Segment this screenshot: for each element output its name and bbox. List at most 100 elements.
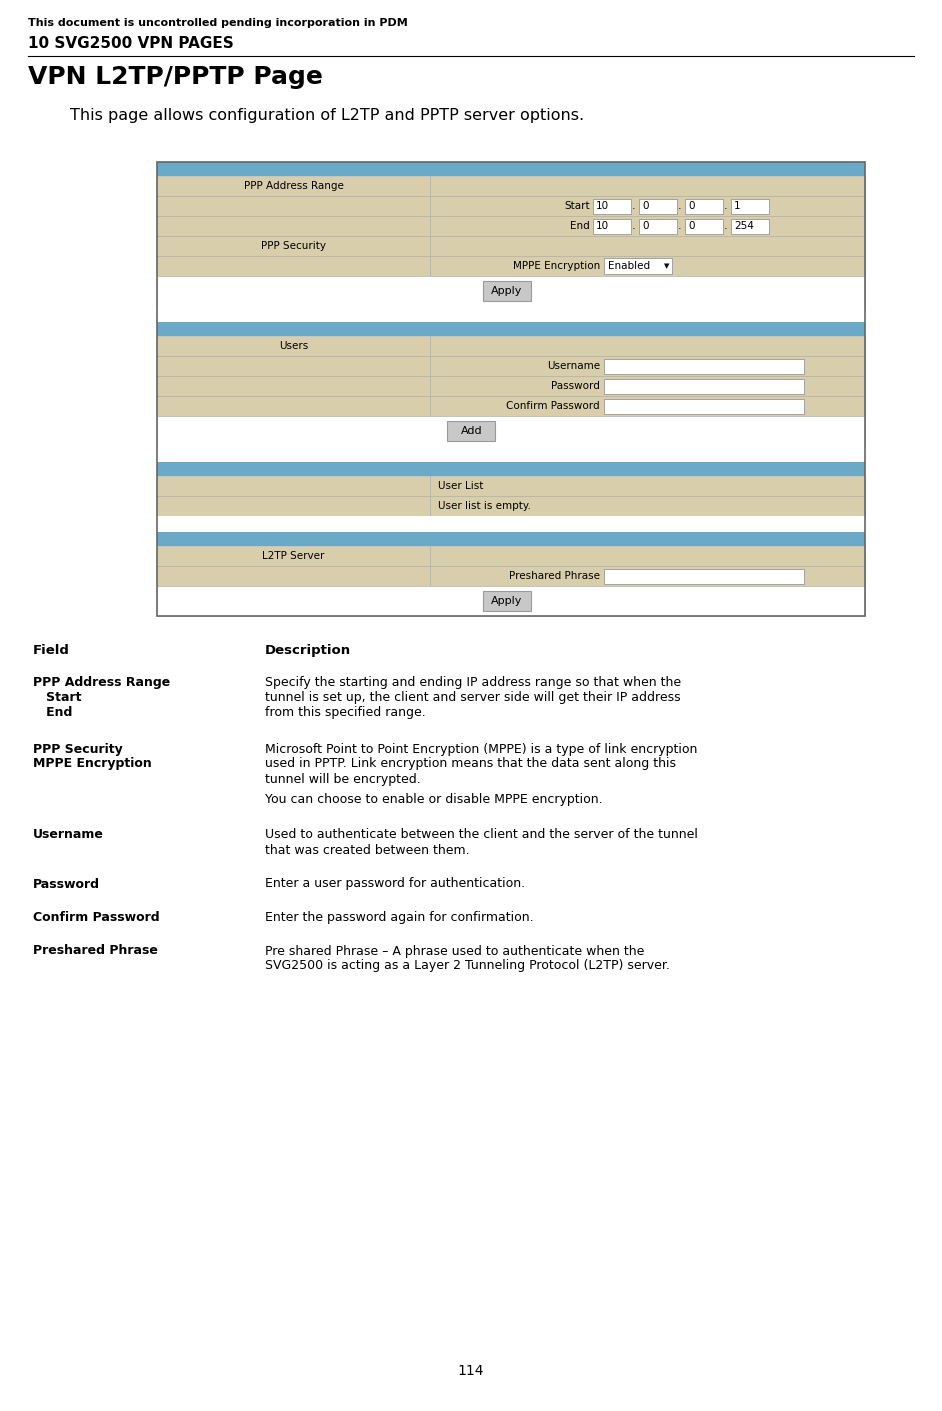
Text: 10 SVG2500 VPN PAGES: 10 SVG2500 VPN PAGES xyxy=(28,37,234,51)
Bar xyxy=(593,219,631,233)
Bar xyxy=(157,162,865,617)
Bar xyxy=(482,591,530,611)
Bar xyxy=(430,236,865,255)
Text: .: . xyxy=(678,222,682,231)
Bar xyxy=(157,322,865,336)
Text: .: . xyxy=(724,222,727,231)
Text: Confirm Password: Confirm Password xyxy=(507,401,600,411)
Bar xyxy=(430,375,865,396)
Text: Preshared Phrase: Preshared Phrase xyxy=(509,571,600,581)
Bar xyxy=(685,199,723,213)
Bar xyxy=(157,336,430,356)
Text: This page allows configuration of L2TP and PPTP server options.: This page allows configuration of L2TP a… xyxy=(70,109,584,123)
Bar xyxy=(157,416,865,446)
Text: Enabled: Enabled xyxy=(608,261,650,271)
Bar xyxy=(157,277,865,306)
Text: PPP Security
MPPE Encryption: PPP Security MPPE Encryption xyxy=(33,742,152,770)
Text: 1: 1 xyxy=(734,200,740,212)
Bar xyxy=(157,516,865,532)
Text: User list is empty.: User list is empty. xyxy=(438,501,531,511)
Bar xyxy=(430,497,865,516)
Text: Username: Username xyxy=(33,828,104,841)
Text: This document is uncontrolled pending incorporation in PDM: This document is uncontrolled pending in… xyxy=(28,18,408,28)
Text: .: . xyxy=(724,200,727,212)
Text: 10: 10 xyxy=(596,222,609,231)
Text: Field: Field xyxy=(33,643,70,658)
Bar xyxy=(430,566,865,586)
Text: User List: User List xyxy=(438,481,483,491)
Bar xyxy=(157,162,865,176)
Bar xyxy=(430,546,865,566)
Bar xyxy=(157,461,865,476)
Text: End: End xyxy=(570,222,590,231)
Bar xyxy=(593,199,631,213)
Text: PPP Address Range: PPP Address Range xyxy=(244,181,344,190)
Bar xyxy=(157,476,430,497)
Bar xyxy=(157,396,430,416)
Bar xyxy=(604,358,804,374)
Bar xyxy=(685,219,723,233)
Bar xyxy=(604,258,672,274)
Bar xyxy=(430,336,865,356)
Text: Enter the password again for confirmation.: Enter the password again for confirmatio… xyxy=(265,912,533,924)
Bar xyxy=(157,375,430,396)
Text: L2TP Server: L2TP Server xyxy=(262,552,325,562)
Text: ▼: ▼ xyxy=(664,262,670,270)
Bar xyxy=(604,378,804,394)
Bar xyxy=(430,176,865,196)
Text: PPP Security: PPP Security xyxy=(261,241,326,251)
Bar xyxy=(157,196,430,216)
Text: Description: Description xyxy=(265,643,351,658)
Text: 0: 0 xyxy=(688,222,694,231)
Bar xyxy=(157,356,430,375)
Bar xyxy=(482,281,530,301)
Bar xyxy=(157,176,430,196)
Text: Preshared Phrase: Preshared Phrase xyxy=(33,944,158,958)
Text: 114: 114 xyxy=(458,1364,484,1379)
Text: Username: Username xyxy=(547,361,600,371)
Text: PPP Address Range
   Start
   End: PPP Address Range Start End xyxy=(33,676,171,720)
Bar xyxy=(157,532,865,546)
Text: 10: 10 xyxy=(596,200,609,212)
Bar xyxy=(430,356,865,375)
Text: 0: 0 xyxy=(642,222,648,231)
Text: Users: Users xyxy=(279,341,308,351)
Bar xyxy=(639,199,677,213)
Bar xyxy=(731,199,769,213)
Bar xyxy=(604,398,804,413)
Bar xyxy=(430,396,865,416)
Text: VPN L2TP/PPTP Page: VPN L2TP/PPTP Page xyxy=(28,65,323,89)
Text: .: . xyxy=(678,200,682,212)
Bar xyxy=(157,566,430,586)
Text: You can choose to enable or disable MPPE encryption.: You can choose to enable or disable MPPE… xyxy=(265,793,603,806)
Bar xyxy=(430,476,865,497)
Text: Pre shared Phrase – A phrase used to authenticate when the
SVG2500 is acting as : Pre shared Phrase – A phrase used to aut… xyxy=(265,944,670,972)
Bar xyxy=(157,546,430,566)
Bar xyxy=(157,586,865,617)
Bar xyxy=(157,236,430,255)
Text: 254: 254 xyxy=(734,222,754,231)
Text: Add: Add xyxy=(461,426,482,436)
Bar xyxy=(157,255,430,277)
Bar xyxy=(430,216,865,236)
Text: MPPE Encryption: MPPE Encryption xyxy=(512,261,600,271)
Text: Enter a user password for authentication.: Enter a user password for authentication… xyxy=(265,878,525,890)
Text: Specify the starting and ending IP address range so that when the
tunnel is set : Specify the starting and ending IP addre… xyxy=(265,676,681,720)
Text: Microsoft Point to Point Encryption (MPPE) is a type of link encryption
used in : Microsoft Point to Point Encryption (MPP… xyxy=(265,742,697,786)
Bar xyxy=(604,569,804,584)
Text: Password: Password xyxy=(551,381,600,391)
Bar xyxy=(731,219,769,233)
Text: 0: 0 xyxy=(688,200,694,212)
Bar xyxy=(157,216,430,236)
Bar xyxy=(157,446,865,461)
Text: Apply: Apply xyxy=(491,286,523,296)
Bar xyxy=(639,219,677,233)
Text: Apply: Apply xyxy=(491,595,523,605)
Text: 0: 0 xyxy=(642,200,648,212)
Text: Used to authenticate between the client and the server of the tunnel
that was cr: Used to authenticate between the client … xyxy=(265,828,698,856)
Bar xyxy=(447,420,495,442)
Bar xyxy=(430,196,865,216)
Text: Password: Password xyxy=(33,878,100,890)
Bar xyxy=(157,497,430,516)
Text: Start: Start xyxy=(564,200,590,212)
